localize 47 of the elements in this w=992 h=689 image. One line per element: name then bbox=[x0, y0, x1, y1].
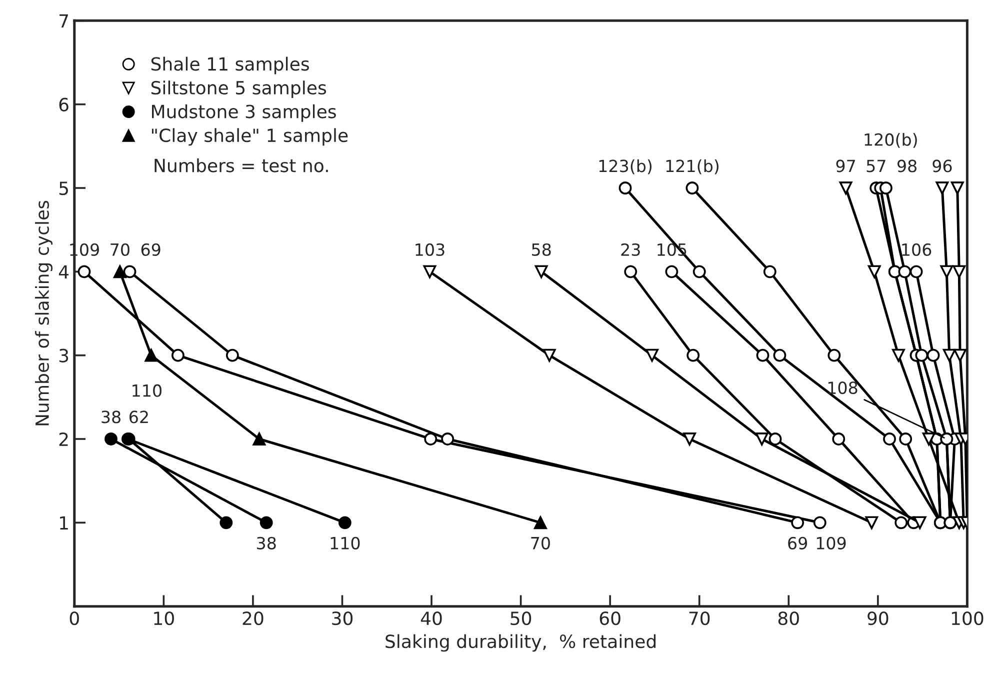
y-tick-label: 5 bbox=[59, 182, 68, 196]
annotation: 121(b) bbox=[666, 159, 718, 174]
x-tick-label: 10 bbox=[154, 612, 174, 626]
annotation: 108 bbox=[828, 381, 858, 394]
annotation: 103 bbox=[416, 243, 444, 256]
legend-label: Siltstone 5 samples bbox=[151, 80, 326, 98]
annotation: 58 bbox=[532, 243, 551, 256]
x-tick-label: 90 bbox=[868, 612, 888, 626]
annotation: 70 bbox=[531, 536, 550, 550]
annotation: 110 bbox=[330, 536, 360, 550]
y-axis-title: Number of slaking cycles bbox=[35, 200, 52, 426]
annotation: 106 bbox=[902, 243, 932, 256]
annotation: Numbers = test no. bbox=[154, 158, 328, 172]
annotation: 109 bbox=[816, 536, 846, 550]
annotation: 38 bbox=[102, 410, 120, 424]
x-tick-label: 40 bbox=[420, 612, 442, 626]
x-axis-title: Slaking durability, % retained bbox=[386, 634, 656, 652]
annotation: 38 bbox=[257, 536, 276, 550]
y-tick-label: 6 bbox=[59, 98, 68, 112]
annotation: 57 bbox=[866, 160, 886, 172]
legend-label: Shale 11 samples bbox=[151, 56, 309, 74]
y-tick-label: 1 bbox=[60, 516, 68, 530]
x-tick-label: 80 bbox=[778, 612, 799, 626]
annotation: 69 bbox=[141, 243, 160, 256]
x-tick-label: 100 bbox=[952, 612, 984, 626]
annotation: 62 bbox=[130, 410, 148, 424]
annotation: 96 bbox=[932, 160, 952, 172]
legend-label: Mudstone 3 samples bbox=[152, 104, 336, 122]
annotation: 69 bbox=[788, 536, 807, 550]
annotation: 123(b) bbox=[599, 159, 652, 174]
x-tick-label: 70 bbox=[689, 612, 710, 626]
x-tick-label: 20 bbox=[242, 612, 264, 626]
annotation: 97 bbox=[836, 160, 855, 172]
y-tick-label: 3 bbox=[59, 348, 68, 362]
annotation: 120(b) bbox=[864, 132, 917, 148]
y-tick-label: 2 bbox=[59, 432, 68, 446]
x-tick-label: 50 bbox=[510, 612, 532, 626]
annotation: 110 bbox=[132, 384, 162, 397]
annotation: 23 bbox=[621, 243, 640, 256]
annotation: 98 bbox=[897, 160, 916, 172]
x-tick-label: 30 bbox=[332, 612, 353, 626]
annotation: 70 bbox=[110, 243, 130, 256]
x-tick-label: 0 bbox=[70, 612, 79, 626]
y-tick-label: 7 bbox=[60, 14, 68, 28]
x-tick-label: 60 bbox=[600, 612, 620, 626]
y-tick-label: 4 bbox=[58, 265, 69, 279]
legend-label: "Clay shale" 1 sample bbox=[152, 128, 348, 146]
